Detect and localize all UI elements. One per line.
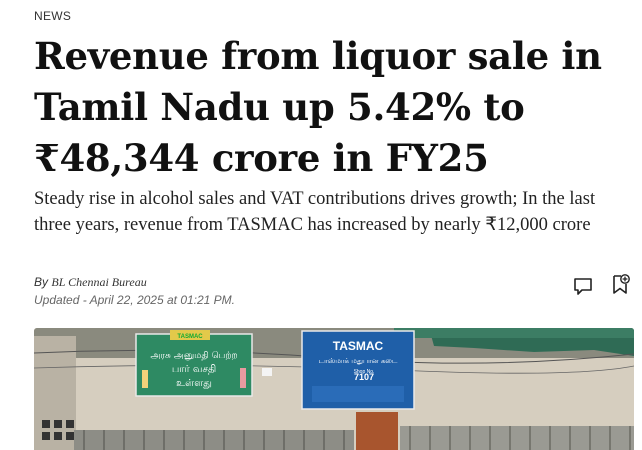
section-label[interactable]: NEWS <box>34 9 72 23</box>
comment-button[interactable] <box>572 275 594 297</box>
sign-left-line-3: உள்ளது <box>176 378 212 389</box>
bookmark-button[interactable] <box>609 273 631 295</box>
updated-timestamp: Updated - April 22, 2025 at 01:21 PM. <box>34 293 236 307</box>
sign-right-shop-number: 7107 <box>354 372 374 382</box>
bookmark-add-icon <box>613 274 630 294</box>
sign-right-text: டாஸ்மாக் மதுபான கடை <box>319 357 398 365</box>
article-photo: TASMAC அரசு அனுமதி பெற்ற பார் வசதி உள்ளத… <box>34 328 634 450</box>
author-link[interactable]: BL Chennai Bureau <box>51 275 147 289</box>
byline: By BL Chennai Bureau <box>34 275 147 290</box>
sign-left-line-1: அரசு அனுமதி பெற்ற <box>150 351 237 361</box>
article-headline: Revenue from liquor sale in Tamil Nadu u… <box>34 34 602 180</box>
byline-prefix: By <box>34 275 49 289</box>
sign-right-shop-label: Shop No. <box>354 369 375 375</box>
article-summary: Steady rise in alcohol sales and VAT con… <box>34 189 596 235</box>
sign-left-brand: TASMAC <box>177 334 203 340</box>
tasmac-storefront-image: TASMAC அரசு அனுமதி பெற்ற பார் வசதி உள்ளத… <box>34 328 634 450</box>
sign-right-brand: TASMAC <box>333 339 384 353</box>
sign-left-line-2: பார் வசதி <box>172 364 216 375</box>
comment-icon <box>574 278 592 295</box>
